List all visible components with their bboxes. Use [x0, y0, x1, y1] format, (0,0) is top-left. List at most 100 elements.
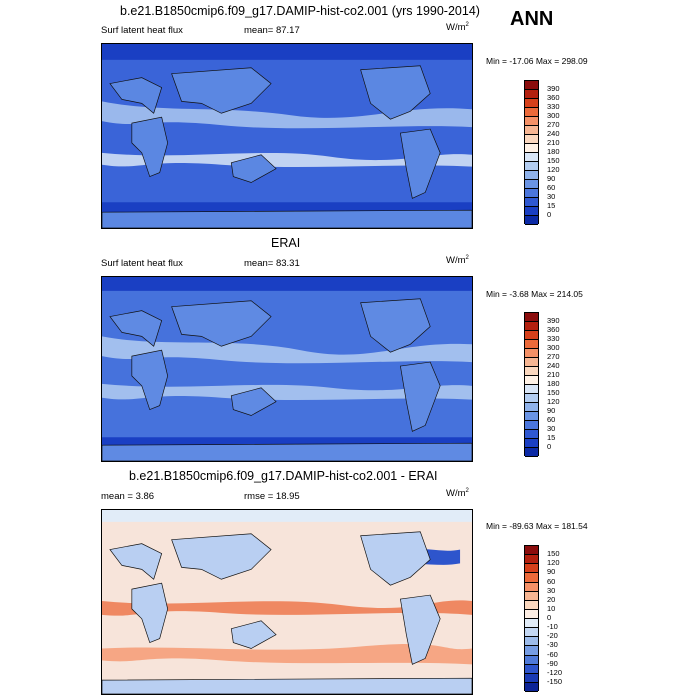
- colorbar-tick-label: 210: [547, 138, 560, 147]
- colorbar-tick-label: 60: [547, 415, 556, 424]
- colorbar-tick-label: -60: [547, 649, 558, 659]
- panel1-colorbar: [524, 80, 539, 225]
- colorbar-tick-label: 15: [547, 201, 556, 210]
- colorbar-tick-label: 30: [547, 192, 556, 201]
- colorbar-tick-label: 10: [547, 603, 556, 613]
- colorbar-tick-label: 150: [547, 549, 560, 559]
- colorbar-tick-label: 120: [547, 165, 560, 174]
- colorbar-tick-label: -150: [547, 676, 563, 686]
- colorbar-tick-label: 390: [547, 84, 560, 93]
- colorbar-swatch: [525, 412, 538, 421]
- colorbar-swatch: [525, 126, 538, 135]
- colorbar-swatch: [525, 81, 538, 90]
- panel2-mean-label: mean= 83.31: [244, 258, 300, 269]
- colorbar-tick-label: 240: [547, 361, 560, 370]
- colorbar-swatch: [525, 673, 538, 683]
- panel1-title: b.e21.B1850cmip6.f09_g17.DAMIP-hist-co2.…: [120, 4, 480, 18]
- colorbar-swatch: [525, 430, 538, 439]
- colorbar-swatch: [525, 582, 538, 592]
- panel1-units: W/m2: [446, 22, 469, 34]
- colorbar-tick-label: 360: [547, 325, 560, 334]
- colorbar-tick-label: 0: [547, 210, 552, 219]
- panel3-southern-band: [102, 644, 472, 665]
- colorbar-swatch: [525, 555, 538, 565]
- colorbar-swatch: [525, 628, 538, 638]
- colorbar-swatch: [525, 180, 538, 189]
- colorbar-swatch: [525, 207, 538, 216]
- panel1-tropics-north: [102, 101, 472, 129]
- colorbar-swatch: [525, 546, 538, 556]
- colorbar-tick-label: 150: [547, 388, 560, 397]
- panel2-map: [101, 276, 473, 462]
- panel1-tropics-south: [102, 152, 472, 167]
- panel2-tropics-north: [102, 336, 472, 364]
- colorbar-swatch: [525, 682, 538, 692]
- colorbar-swatch: [525, 331, 538, 340]
- panel3-rmse-label: rmse = 18.95: [244, 491, 300, 502]
- colorbar-swatch: [525, 591, 538, 601]
- panel1-variable-label: Surf latent heat flux: [101, 25, 183, 36]
- colorbar-tick-label: 390: [547, 316, 560, 325]
- colorbar-swatch: [525, 153, 538, 162]
- colorbar-tick-label: 270: [547, 120, 560, 129]
- colorbar-tick-label: 90: [547, 174, 556, 183]
- colorbar-swatch: [525, 367, 538, 376]
- colorbar-tick-label: 90: [547, 567, 556, 577]
- panel2-colorbar: [524, 312, 539, 457]
- panel3-continents: [102, 531, 472, 694]
- colorbar-tick-label: -30: [547, 640, 558, 650]
- colorbar-tick-label: 180: [547, 147, 560, 156]
- colorbar-tick-label: 20: [547, 594, 556, 604]
- colorbar-tick-label: 0: [547, 613, 552, 622]
- colorbar-swatch: [525, 564, 538, 574]
- panel3-map: [101, 509, 473, 695]
- colorbar-swatch: [525, 198, 538, 207]
- colorbar-tick-label: 0: [547, 442, 552, 451]
- colorbar-tick-label: 300: [547, 111, 560, 120]
- colorbar-tick-label: -120: [547, 667, 563, 677]
- colorbar-swatch: [525, 135, 538, 144]
- panel1-map: [101, 43, 473, 229]
- colorbar-tick-label: 300: [547, 343, 560, 352]
- colorbar-swatch: [525, 376, 538, 385]
- colorbar-swatch: [525, 600, 538, 610]
- panel2-title: ERAI: [271, 236, 301, 250]
- colorbar-tick-label: 30: [547, 424, 556, 433]
- colorbar-swatch: [525, 313, 538, 322]
- panel2-tropics-south: [102, 383, 472, 400]
- colorbar-swatch: [525, 162, 538, 171]
- colorbar-tick-label: 150: [547, 156, 560, 165]
- colorbar-swatch: [525, 90, 538, 99]
- colorbar-tick-label: -90: [547, 658, 558, 668]
- colorbar-tick-label: 240: [547, 129, 560, 138]
- panel2-units: W/m2: [446, 255, 469, 267]
- colorbar-swatch: [525, 99, 538, 108]
- colorbar-tick-label: 120: [547, 558, 560, 568]
- panel3-min-max: Min = -89.63 Max = 181.54: [486, 521, 588, 531]
- colorbar-swatch: [525, 664, 538, 674]
- panel2-continents: [102, 298, 472, 461]
- colorbar-tick-label: 60: [547, 183, 556, 192]
- panel3-title: b.e21.B1850cmip6.f09_g17.DAMIP-hist-co2.…: [129, 469, 438, 483]
- colorbar-tick-label: -10: [547, 622, 558, 632]
- colorbar-swatch: [525, 448, 538, 457]
- panel2-arctic-band: [102, 277, 472, 291]
- colorbar-tick-label: 210: [547, 370, 560, 379]
- panel3-mean-label: mean = 3.86: [101, 491, 155, 502]
- colorbar-swatch: [525, 619, 538, 629]
- colorbar-swatch: [525, 216, 538, 225]
- colorbar-swatch: [525, 403, 538, 412]
- colorbar-swatch: [525, 108, 538, 117]
- panel3-colorbar: [524, 545, 539, 692]
- colorbar-tick-label: 360: [547, 93, 560, 102]
- colorbar-swatch: [525, 394, 538, 403]
- season-label: ANN: [510, 8, 554, 30]
- colorbar-swatch: [525, 439, 538, 448]
- panel2-variable-label: Surf latent heat flux: [101, 258, 183, 269]
- colorbar-swatch: [525, 349, 538, 358]
- colorbar-swatch: [525, 144, 538, 153]
- colorbar-tick-label: 60: [547, 576, 556, 586]
- colorbar-swatch: [525, 117, 538, 126]
- colorbar-swatch: [525, 637, 538, 647]
- panel1-mean-label: mean= 87.17: [244, 25, 300, 36]
